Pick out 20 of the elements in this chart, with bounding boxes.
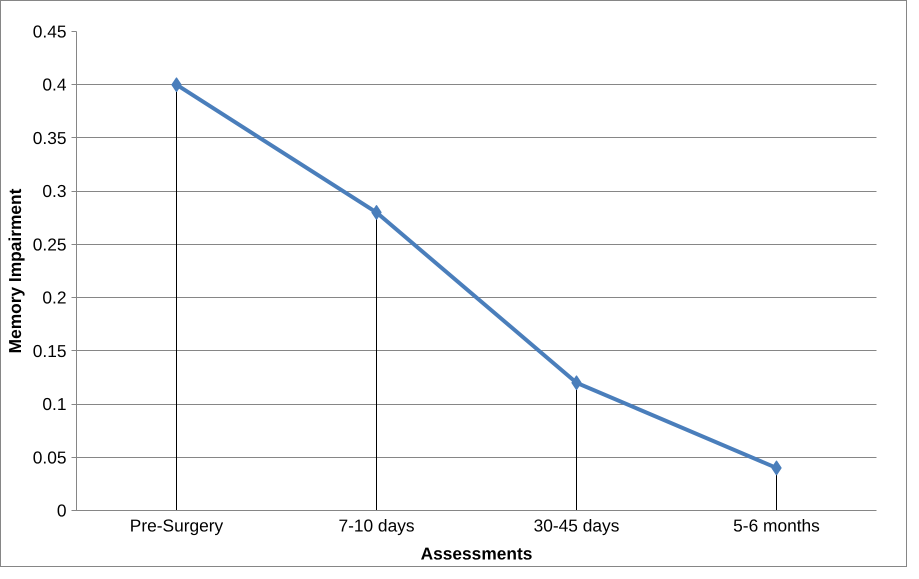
y-tick-label: 0.2 — [42, 288, 67, 308]
y-tick-label: 0.45 — [32, 22, 67, 42]
y-tick-label: 0.1 — [42, 394, 67, 414]
y-tick-label: 0.3 — [42, 181, 67, 202]
point — [771, 460, 782, 476]
y-tick-label: 0 — [56, 500, 67, 520]
x-tick-label: Pre-Surgery — [130, 516, 224, 536]
point — [171, 77, 182, 92]
y-tick-label: 0.05 — [32, 447, 67, 468]
y-tick-label: 0.25 — [32, 234, 67, 254]
x-tick-label: 30-45 days — [534, 516, 620, 536]
point — [371, 204, 382, 220]
x-tick-label: 7-10 days — [338, 516, 415, 536]
y-axis-title: Memory Impairment — [4, 188, 25, 354]
point — [571, 375, 582, 390]
x-axis-title: Assessments — [420, 544, 532, 564]
x-tick-label: 5-6 months — [733, 516, 820, 536]
y-tick-label: 0.35 — [32, 128, 67, 148]
y-tick-label: 0.15 — [32, 340, 67, 361]
y-tick-label: 0.4 — [42, 74, 67, 95]
